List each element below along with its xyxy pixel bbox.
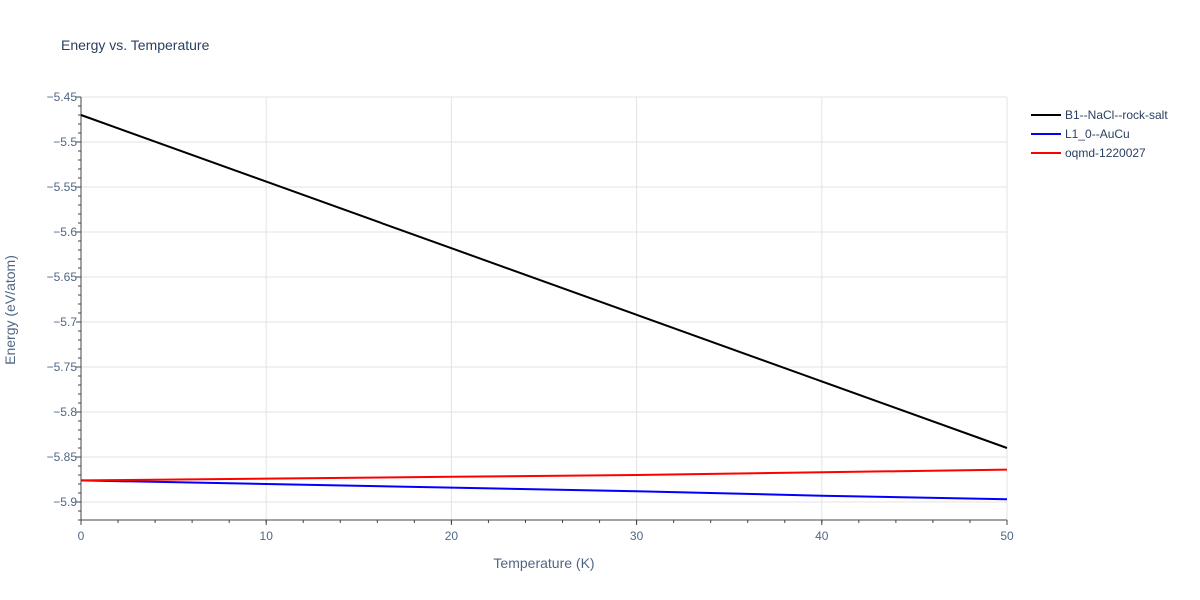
y-tick-label: −5.6 <box>53 225 77 239</box>
y-tick-label: −5.55 <box>47 180 78 194</box>
series-line-0[interactable] <box>80 114 1008 449</box>
axes <box>76 96 1008 525</box>
x-axis-title: Temperature (K) <box>493 555 594 571</box>
legend-label: L1_0--AuCu <box>1065 127 1130 141</box>
chart-title: Energy vs. Temperature <box>61 37 210 53</box>
x-tick-label: 40 <box>815 529 829 543</box>
y-tick-label: −5.45 <box>47 90 78 104</box>
x-tick-label: 30 <box>630 529 644 543</box>
y-tick-label: −5.5 <box>53 135 77 149</box>
tick-labels: −5.45 −5.5 −5.55 −5.6 −5.65 −5.7 −5.75 −5.8 −5.8… <box>47 90 1014 543</box>
grid <box>80 96 1008 520</box>
legend-item[interactable]: B1--NaCl--rock-salt <box>1031 108 1168 122</box>
y-tick-label: −5.7 <box>53 315 77 329</box>
x-tick-label: 0 <box>78 529 85 543</box>
series-line-2[interactable] <box>80 468 1008 482</box>
legend-label: B1--NaCl--rock-salt <box>1065 108 1168 122</box>
y-tick-label: −5.75 <box>47 360 78 374</box>
series-lines <box>80 114 1008 501</box>
x-tick-label: 20 <box>445 529 459 543</box>
y-tick-label: −5.8 <box>53 405 77 419</box>
x-tick-label: 50 <box>1000 529 1014 543</box>
y-tick-label: −5.65 <box>47 270 78 284</box>
legend-item[interactable]: oqmd-1220027 <box>1031 146 1146 160</box>
y-tick-label: −5.9 <box>53 495 77 509</box>
y-tick-label: −5.85 <box>47 450 78 464</box>
x-tick-label: 10 <box>260 529 274 543</box>
legend-label: oqmd-1220027 <box>1065 146 1146 160</box>
y-axis-title: Energy (eV/atom) <box>2 255 18 365</box>
legend-item[interactable]: L1_0--AuCu <box>1031 127 1130 141</box>
series-line-1[interactable] <box>80 479 1008 501</box>
legend[interactable]: B1--NaCl--rock-salt L1_0--AuCu oqmd-1220… <box>1031 108 1168 160</box>
